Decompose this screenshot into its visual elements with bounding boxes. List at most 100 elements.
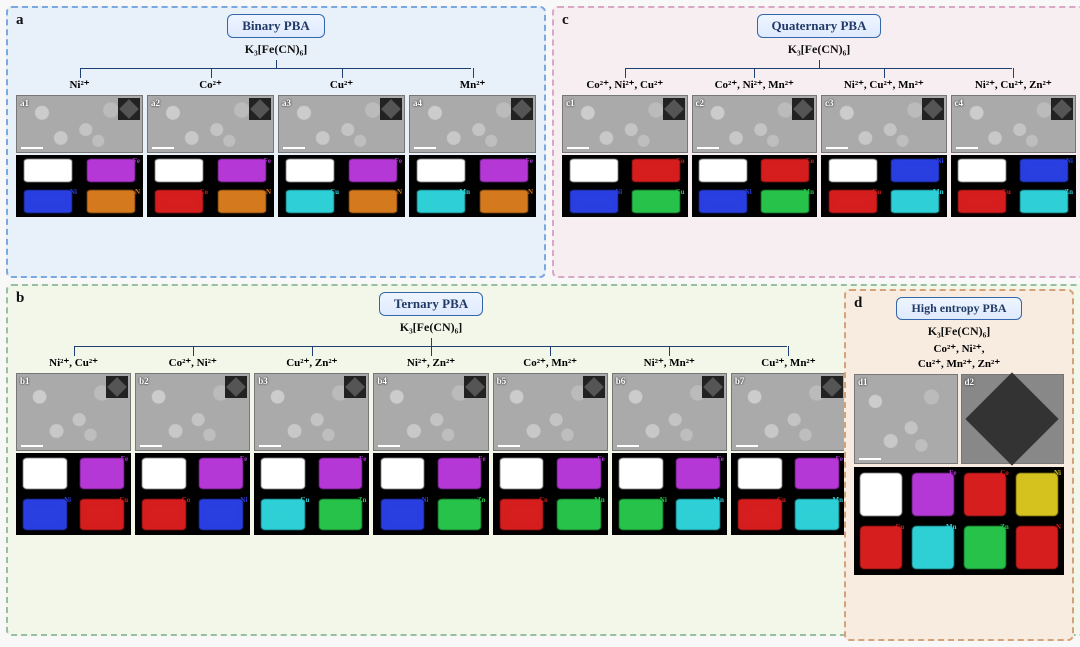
eds-map: Co (960, 468, 1011, 521)
eds-map: Mn (884, 187, 945, 217)
inset-thumbnail (118, 98, 140, 120)
ion-label: Ni²⁺, Cu²⁺ (16, 346, 131, 369)
eds-map: Ni (693, 187, 754, 217)
eds-map: Fe (789, 454, 845, 494)
eds-map: Co (494, 495, 550, 535)
scalebar (956, 147, 978, 149)
eds-map: Cu (952, 187, 1013, 217)
sample-column: a1FeNiN (16, 95, 143, 217)
sem-image: c4 (951, 95, 1077, 153)
eds-map-grid: FeCoN (147, 155, 274, 217)
sem-image: b5 (493, 373, 608, 451)
eds-element-label: Co (539, 496, 548, 504)
inset-thumbnail (249, 98, 271, 120)
panel-b-tree: Ni²⁺, Cu²⁺Co²⁺, Ni²⁺Cu²⁺, Zn²⁺Ni²⁺, Zn²⁺… (16, 338, 846, 369)
inset-thumbnail (663, 98, 685, 120)
eds-element-label: Cu (895, 523, 904, 531)
eds-element-label: Ni (240, 496, 247, 504)
eds-element-label: Cu (777, 496, 786, 504)
eds-map (494, 454, 550, 494)
eds-map: N (342, 187, 404, 217)
scalebar (617, 445, 639, 447)
sem-image: b2 (135, 373, 250, 451)
eds-map: Ni (1014, 156, 1075, 186)
panel-a: a Binary PBA K₃[Fe(CN)₆] Ni²⁺Co²⁺Cu²⁺Mn²… (6, 6, 546, 278)
eds-element-label: Ni (615, 188, 622, 196)
sample-column: b5FeCoMn (493, 373, 608, 535)
sem-image: b4 (373, 373, 488, 451)
eds-map: Mn (410, 187, 472, 217)
eds-map: Zn (960, 522, 1011, 575)
sem-sublabel: c1 (566, 98, 575, 108)
inset-thumbnail (344, 376, 366, 398)
eds-map: Cu (855, 522, 906, 575)
eds-map: Co (755, 156, 816, 186)
eds-map (822, 156, 883, 186)
panel-c-samples: c1CoNiCuc2CoNiMnc3NiCuMnc4NiCuZn (562, 95, 1076, 217)
eds-element-label: Fe (526, 157, 533, 165)
ion-label: Co²⁺, Ni²⁺, Cu²⁺ (562, 68, 688, 91)
eds-map: Zn (1014, 187, 1075, 217)
eds-map: Zn (312, 495, 368, 535)
eds-map (279, 156, 341, 186)
scalebar (414, 147, 436, 149)
scalebar (567, 147, 589, 149)
eds-element-label: Fe (597, 455, 604, 463)
eds-element-label: Ni (421, 496, 428, 504)
eds-map: Ni (563, 187, 624, 217)
eds-map (693, 156, 754, 186)
eds-map: Ni (613, 495, 669, 535)
eds-map-grid: FeNiN (16, 155, 143, 217)
eds-element-label: Fe (264, 157, 271, 165)
eds-element-label: N (135, 188, 140, 196)
sem-sublabel: b7 (735, 376, 745, 386)
eds-map: Fe (312, 454, 368, 494)
inset-thumbnail (225, 376, 247, 398)
eds-map: Cu (74, 495, 130, 535)
panel-d: d High entropy PBA K₃[Fe(CN)₆] Co²⁺, Ni²… (844, 289, 1074, 641)
sem-sublabel: b2 (139, 376, 149, 386)
eds-map (148, 156, 210, 186)
panel-d-label: d (854, 295, 862, 312)
eds-map (17, 454, 73, 494)
eds-map: Co (136, 495, 192, 535)
eds-element-label: Zn (477, 496, 486, 504)
panel-a-samples: a1FeNiNa2FeCoNa3FeCuNa4FeMnN (16, 95, 536, 217)
eds-map (855, 468, 906, 521)
eds-element-label: Mn (713, 496, 724, 504)
eds-map: N (80, 187, 142, 217)
ion-label: Ni²⁺, Mn²⁺ (612, 346, 727, 369)
scalebar (736, 445, 758, 447)
sample-column: b7FeCuMn (731, 373, 846, 535)
scalebar (826, 147, 848, 149)
eds-element-label: Zn (358, 496, 367, 504)
ion-label: Co²⁺ (147, 68, 274, 91)
eds-element-label: Fe (133, 157, 140, 165)
eds-map (952, 156, 1013, 186)
sem-image: c3 (821, 95, 947, 153)
eds-element-label: N (397, 188, 402, 196)
inset-thumbnail (792, 98, 814, 120)
eds-map: N (211, 187, 273, 217)
scalebar (21, 147, 43, 149)
eds-element-label: Mn (804, 188, 815, 196)
eds-map: Ni (1012, 468, 1063, 521)
panel-a-tree: Ni²⁺Co²⁺Cu²⁺Mn²⁺ (16, 60, 536, 91)
eds-map-grid: Fe MnN (409, 155, 536, 217)
eds-map (410, 156, 472, 186)
panel-c-tree: Co²⁺, Ni²⁺, Cu²⁺Co²⁺, Ni²⁺, Mn²⁺Ni²⁺, Cu… (562, 60, 1076, 91)
inset-thumbnail (583, 376, 605, 398)
inset-thumbnail (511, 98, 533, 120)
panel-a-label: a (16, 12, 24, 29)
sem-sublabel: b5 (497, 376, 507, 386)
eds-map: N (473, 187, 535, 217)
eds-map (136, 454, 192, 494)
eds-map (255, 454, 311, 494)
eds-map (613, 454, 669, 494)
sample-column: b1FeNiCu (16, 373, 131, 535)
eds-map: Ni (193, 495, 249, 535)
sem-sublabel: b4 (377, 376, 387, 386)
eds-element-label: Cu (872, 188, 881, 196)
scalebar (259, 445, 281, 447)
inset-thumbnail (922, 98, 944, 120)
